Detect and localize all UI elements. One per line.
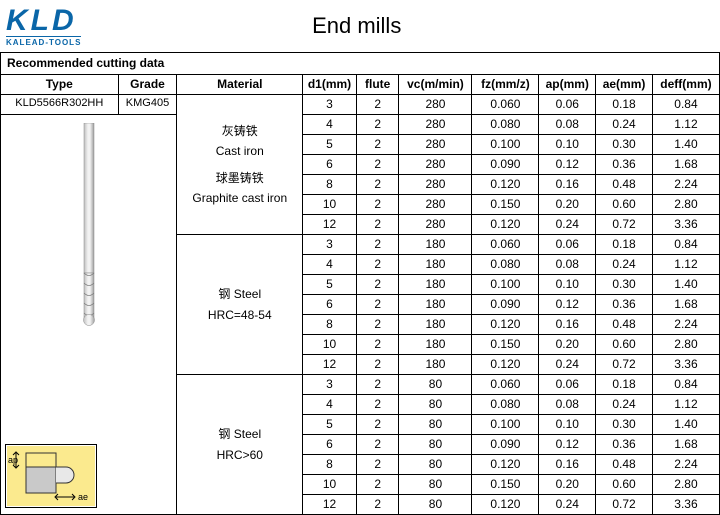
material-label: HRC=48-54 bbox=[181, 305, 298, 325]
end-mill-icon bbox=[75, 123, 103, 343]
grade-cell: KMG405 bbox=[118, 95, 177, 115]
section-title: Recommended cutting data bbox=[1, 53, 720, 75]
section-title-row: Recommended cutting data bbox=[1, 53, 720, 75]
cell-flute: 2 bbox=[356, 95, 399, 115]
th-fz: fz(mm/z) bbox=[472, 75, 539, 95]
material-cell-2: 钢 Steel HRC=48-54 bbox=[177, 235, 303, 375]
th-flute: flute bbox=[356, 75, 399, 95]
material-label: 灰铸铁 bbox=[181, 121, 298, 141]
material-label: Graphite cast iron bbox=[181, 188, 298, 208]
tool-image-cell: ap ae bbox=[1, 115, 177, 515]
cutting-data-table: Recommended cutting data Type Grade Mate… bbox=[0, 52, 720, 515]
table-row: KLD5566R302HH KMG405 灰铸铁 Cast iron 球墨铸铁 … bbox=[1, 95, 720, 115]
cell-vc: 280 bbox=[399, 95, 472, 115]
material-cell-1: 灰铸铁 Cast iron 球墨铸铁 Graphite cast iron bbox=[177, 95, 303, 235]
th-ap: ap(mm) bbox=[539, 75, 596, 95]
th-material: Material bbox=[177, 75, 303, 95]
cell-ap: 0.06 bbox=[539, 95, 596, 115]
material-label: Cast iron bbox=[181, 141, 298, 161]
material-label: 钢 Steel bbox=[181, 424, 298, 444]
ap-label: ap bbox=[8, 455, 18, 465]
type-cell: KLD5566R302HH bbox=[1, 95, 119, 115]
cut-diagram: ap ae bbox=[5, 444, 97, 508]
th-type: Type bbox=[1, 75, 119, 95]
th-vc: vc(m/min) bbox=[399, 75, 472, 95]
page-title: End mills bbox=[1, 13, 712, 39]
cell-ae: 0.18 bbox=[596, 95, 653, 115]
material-label: HRC>60 bbox=[181, 445, 298, 465]
th-ae: ae(mm) bbox=[596, 75, 653, 95]
material-label: 钢 Steel bbox=[181, 284, 298, 304]
material-label: 球墨铸铁 bbox=[181, 168, 298, 188]
ae-label: ae bbox=[78, 492, 88, 502]
table-row: ap ae 422800.0800.080.241.12 bbox=[1, 115, 720, 135]
page-header: KLD KALEAD-TOOLS End mills bbox=[0, 0, 720, 52]
th-grade: Grade bbox=[118, 75, 177, 95]
material-cell-3: 钢 Steel HRC>60 bbox=[177, 375, 303, 515]
th-deff: deff(mm) bbox=[652, 75, 719, 95]
cell-d1: 3 bbox=[303, 95, 357, 115]
th-d1: d1(mm) bbox=[303, 75, 357, 95]
cell-deff: 0.84 bbox=[652, 95, 719, 115]
cell-fz: 0.060 bbox=[472, 95, 539, 115]
header-row: Type Grade Material d1(mm) flute vc(m/mi… bbox=[1, 75, 720, 95]
